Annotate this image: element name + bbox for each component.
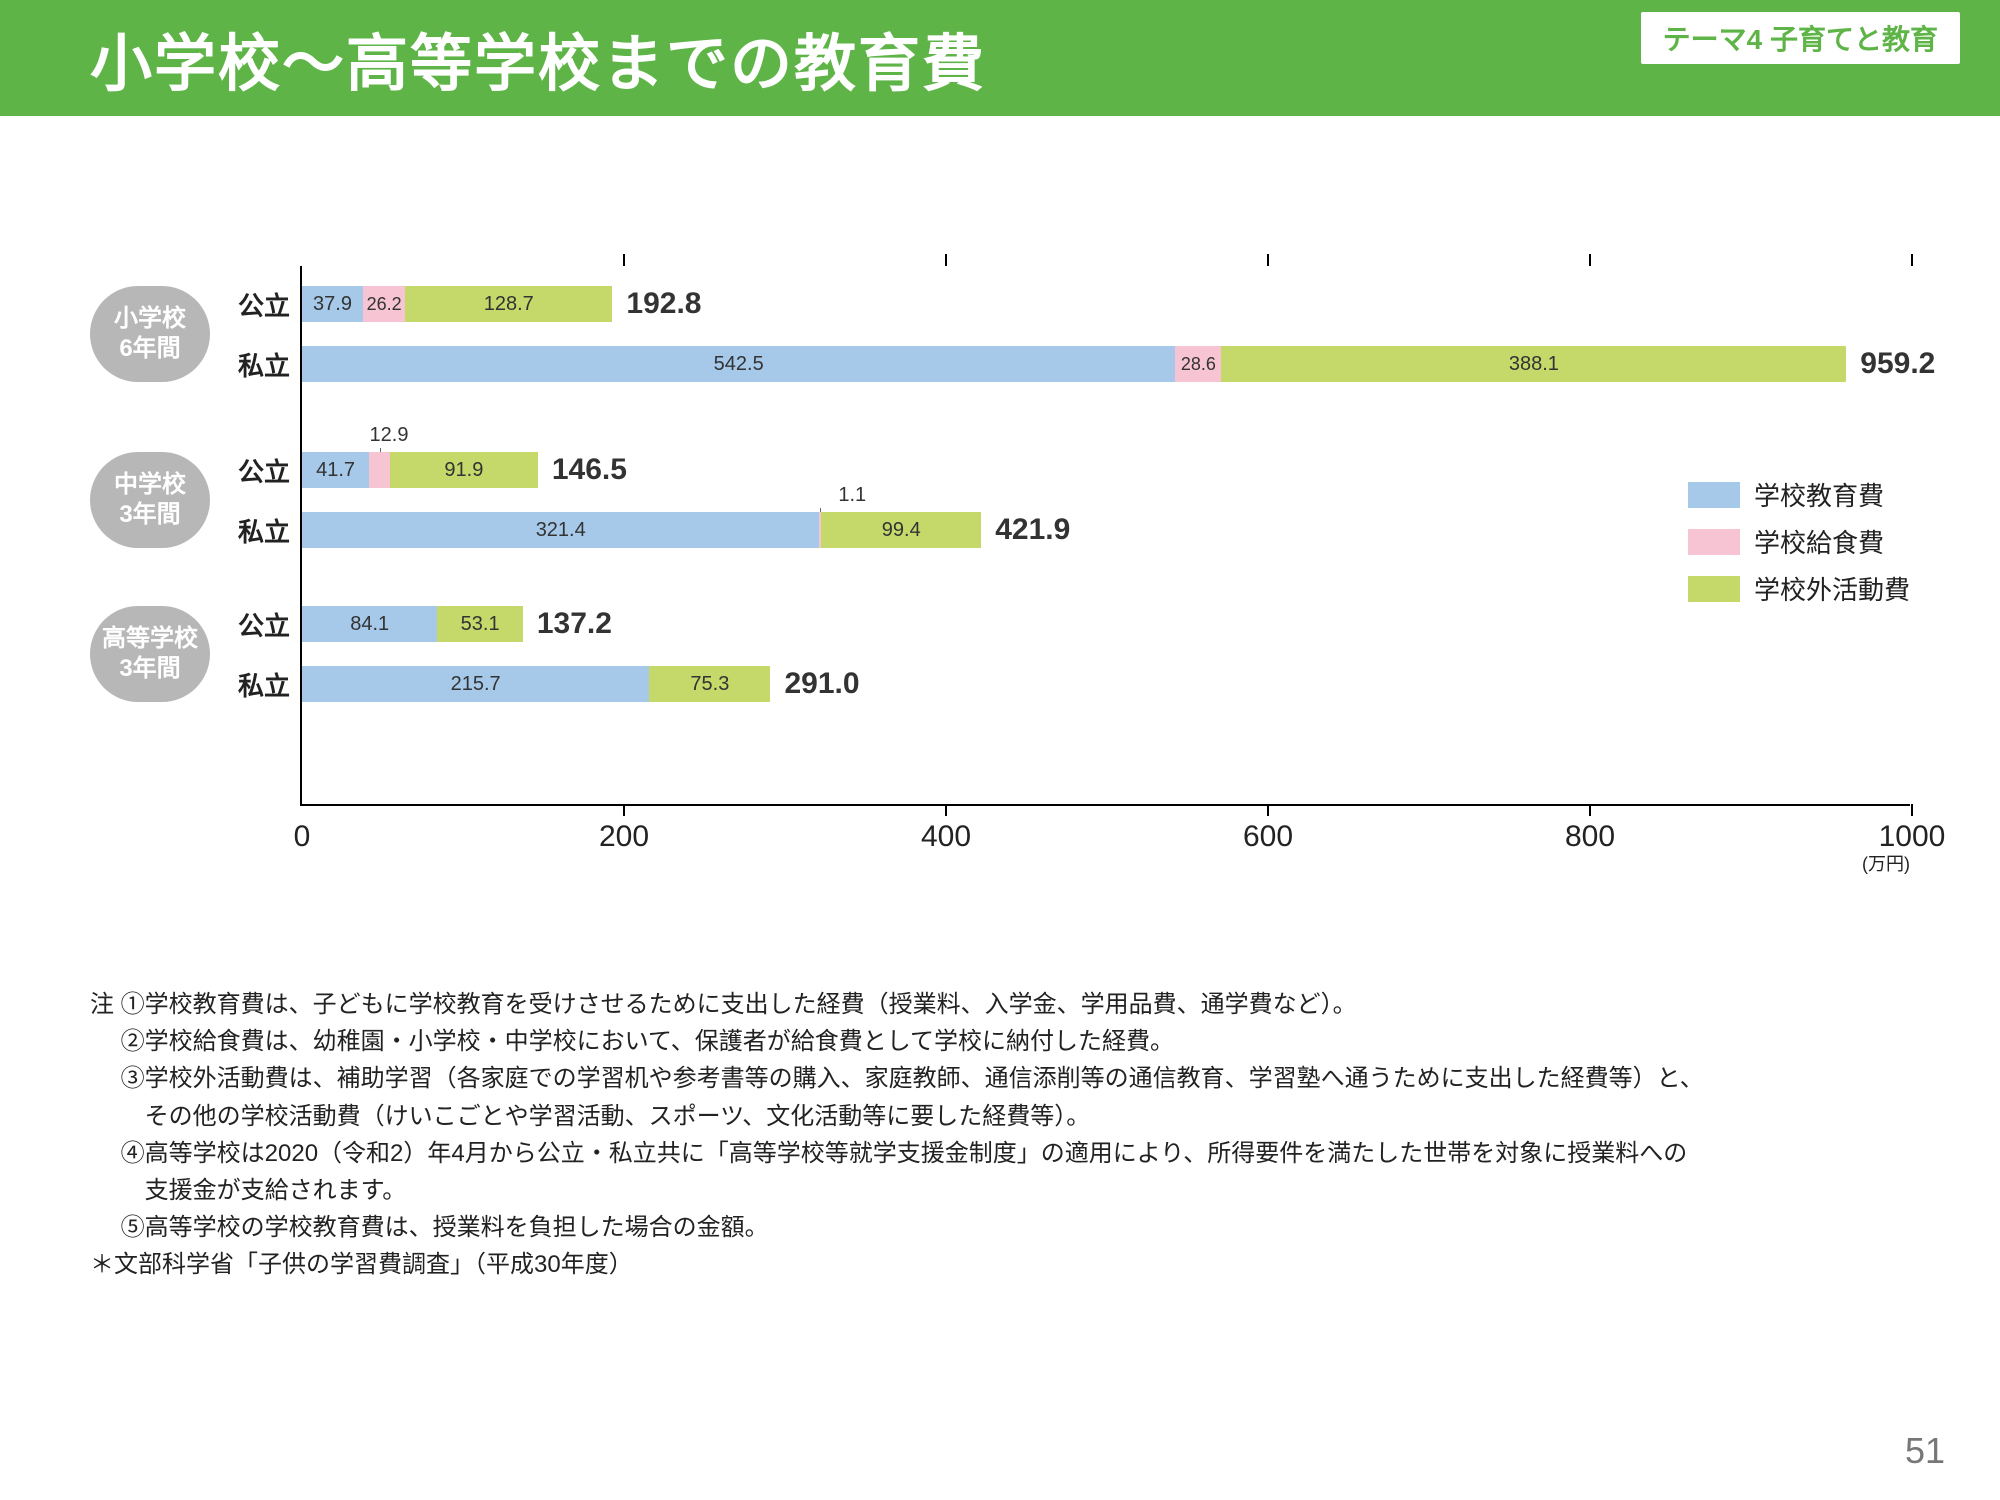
x-tick [623, 804, 625, 816]
bar-segment-extra: 91.9 [390, 452, 538, 488]
bar-segment-extra: 128.7 [405, 286, 612, 322]
row-label: 私立 [220, 512, 290, 548]
page-number: 51 [1905, 1430, 1945, 1472]
bar-segment-edu: 41.7 [302, 452, 369, 488]
theme-badge: テーマ4 子育てと教育 [1641, 12, 1960, 64]
x-tick [945, 254, 947, 266]
row-label: 公立 [220, 452, 290, 488]
education-cost-chart: 小学校6年間中学校3年間高等学校3年間 公立私立公立私立公立私立 学校教育費学校… [90, 266, 1910, 866]
bar-total: 146.5 [552, 453, 627, 487]
x-tick [1589, 804, 1591, 816]
bar-segment-meal: 26.2 [363, 286, 405, 322]
bar-segment-edu: 84.1 [302, 606, 437, 642]
bar-row: 542.528.6388.1 959.2 [302, 346, 1935, 382]
legend-label: 学校給食費 [1754, 523, 1884, 560]
footnote-line: ②学校給食費は、幼稚園・小学校・中学校において、保護者が給食費として学校に納付し… [90, 1023, 1910, 1060]
footnote-line: ③学校外活動費は、補助学習（各家庭での学習机や参考書等の購入、家庭教師、通信添削… [90, 1060, 1910, 1097]
bar-segment-extra: 53.1 [437, 606, 522, 642]
bar-row: 215.775.3 291.0 [302, 666, 860, 702]
bar-segment-extra: 388.1 [1221, 346, 1846, 382]
bar-segment-edu: 215.7 [302, 666, 649, 702]
legend-label: 学校外活動費 [1754, 570, 1910, 607]
bar-total: 291.0 [784, 667, 859, 701]
x-tick-label: 600 [1243, 820, 1293, 854]
row-label: 私立 [220, 346, 290, 382]
bar-segment-edu: 37.9 [302, 286, 363, 322]
footnote-line: その他の学校活動費（けいこごとや学習活動、スポーツ、文化活動等に要した経費等）。 [90, 1098, 1910, 1135]
footnote-line: 支援金が支給されます。 [90, 1172, 1910, 1209]
page-title: 小学校～高等学校までの教育費 [90, 13, 986, 103]
x-tick-label: 400 [921, 820, 971, 854]
bar-row: 41.7 91.9 146.5 [302, 452, 627, 488]
legend-swatch [1688, 482, 1740, 508]
x-tick [1911, 254, 1913, 266]
x-tick [1911, 804, 1913, 816]
legend: 学校教育費学校給食費学校外活動費 [1688, 476, 1910, 617]
footnote-line: 注 ①学校教育費は、子どもに学校教育を受けさせるために支出した経費（授業料、入学… [90, 986, 1910, 1023]
legend-item: 学校外活動費 [1688, 570, 1910, 607]
x-tick [1267, 254, 1269, 266]
x-tick-label: 0 [294, 820, 311, 854]
bar-segment-meal: 28.6 [1175, 346, 1221, 382]
bar-segment-extra: 99.4 [821, 512, 981, 548]
footnotes: 注 ①学校教育費は、子どもに学校教育を受けさせるために支出した経費（授業料、入学… [90, 986, 1910, 1284]
legend-item: 学校教育費 [1688, 476, 1910, 513]
segment-callout: 12.9 [370, 424, 409, 447]
header: 小学校～高等学校までの教育費 テーマ4 子育てと教育 [0, 0, 2000, 116]
footnote-line: ＊文部科学省「子供の学習費調査」（平成30年度） [90, 1246, 1910, 1283]
row-label: 公立 [220, 606, 290, 642]
x-tick [1589, 254, 1591, 266]
segment-callout: 1.1 [838, 484, 866, 507]
x-tick-label: 800 [1565, 820, 1615, 854]
legend-swatch [1688, 576, 1740, 602]
row-label: 私立 [220, 666, 290, 702]
bar-segment-extra: 75.3 [649, 666, 770, 702]
bar-total: 192.8 [626, 287, 701, 321]
bar-row: 321.499.4 421.9 [302, 512, 1070, 548]
footnote-line: ⑤高等学校の学校教育費は、授業料を負担した場合の金額。 [90, 1209, 1910, 1246]
legend-item: 学校給食費 [1688, 523, 1910, 560]
x-tick-label: 1000 [1879, 820, 1946, 854]
group-label: 小学校6年間 [90, 286, 210, 382]
bar-segment-edu: 321.4 [302, 512, 819, 548]
x-axis-unit: (万円) [1862, 850, 1910, 876]
x-tick [945, 804, 947, 816]
bar-total: 137.2 [537, 607, 612, 641]
bar-row: 84.153.1 137.2 [302, 606, 612, 642]
group-label: 中学校3年間 [90, 452, 210, 548]
x-tick [623, 254, 625, 266]
group-label: 高等学校3年間 [90, 606, 210, 702]
bar-total: 421.9 [995, 513, 1070, 547]
bar-row: 37.926.2128.7 192.8 [302, 286, 701, 322]
x-tick [1267, 804, 1269, 816]
legend-swatch [1688, 529, 1740, 555]
bar-total: 959.2 [1860, 347, 1935, 381]
x-tick-label: 200 [599, 820, 649, 854]
legend-label: 学校教育費 [1754, 476, 1884, 513]
row-label: 公立 [220, 286, 290, 322]
plot-area: 学校教育費学校給食費学校外活動費 02004006008001000(万円)37… [300, 266, 1910, 806]
bar-segment-edu: 542.5 [302, 346, 1175, 382]
bar-segment-meal [369, 452, 390, 488]
footnote-line: ④高等学校は2020（令和2）年4月から公立・私立共に「高等学校等就学支援金制度… [90, 1135, 1910, 1172]
